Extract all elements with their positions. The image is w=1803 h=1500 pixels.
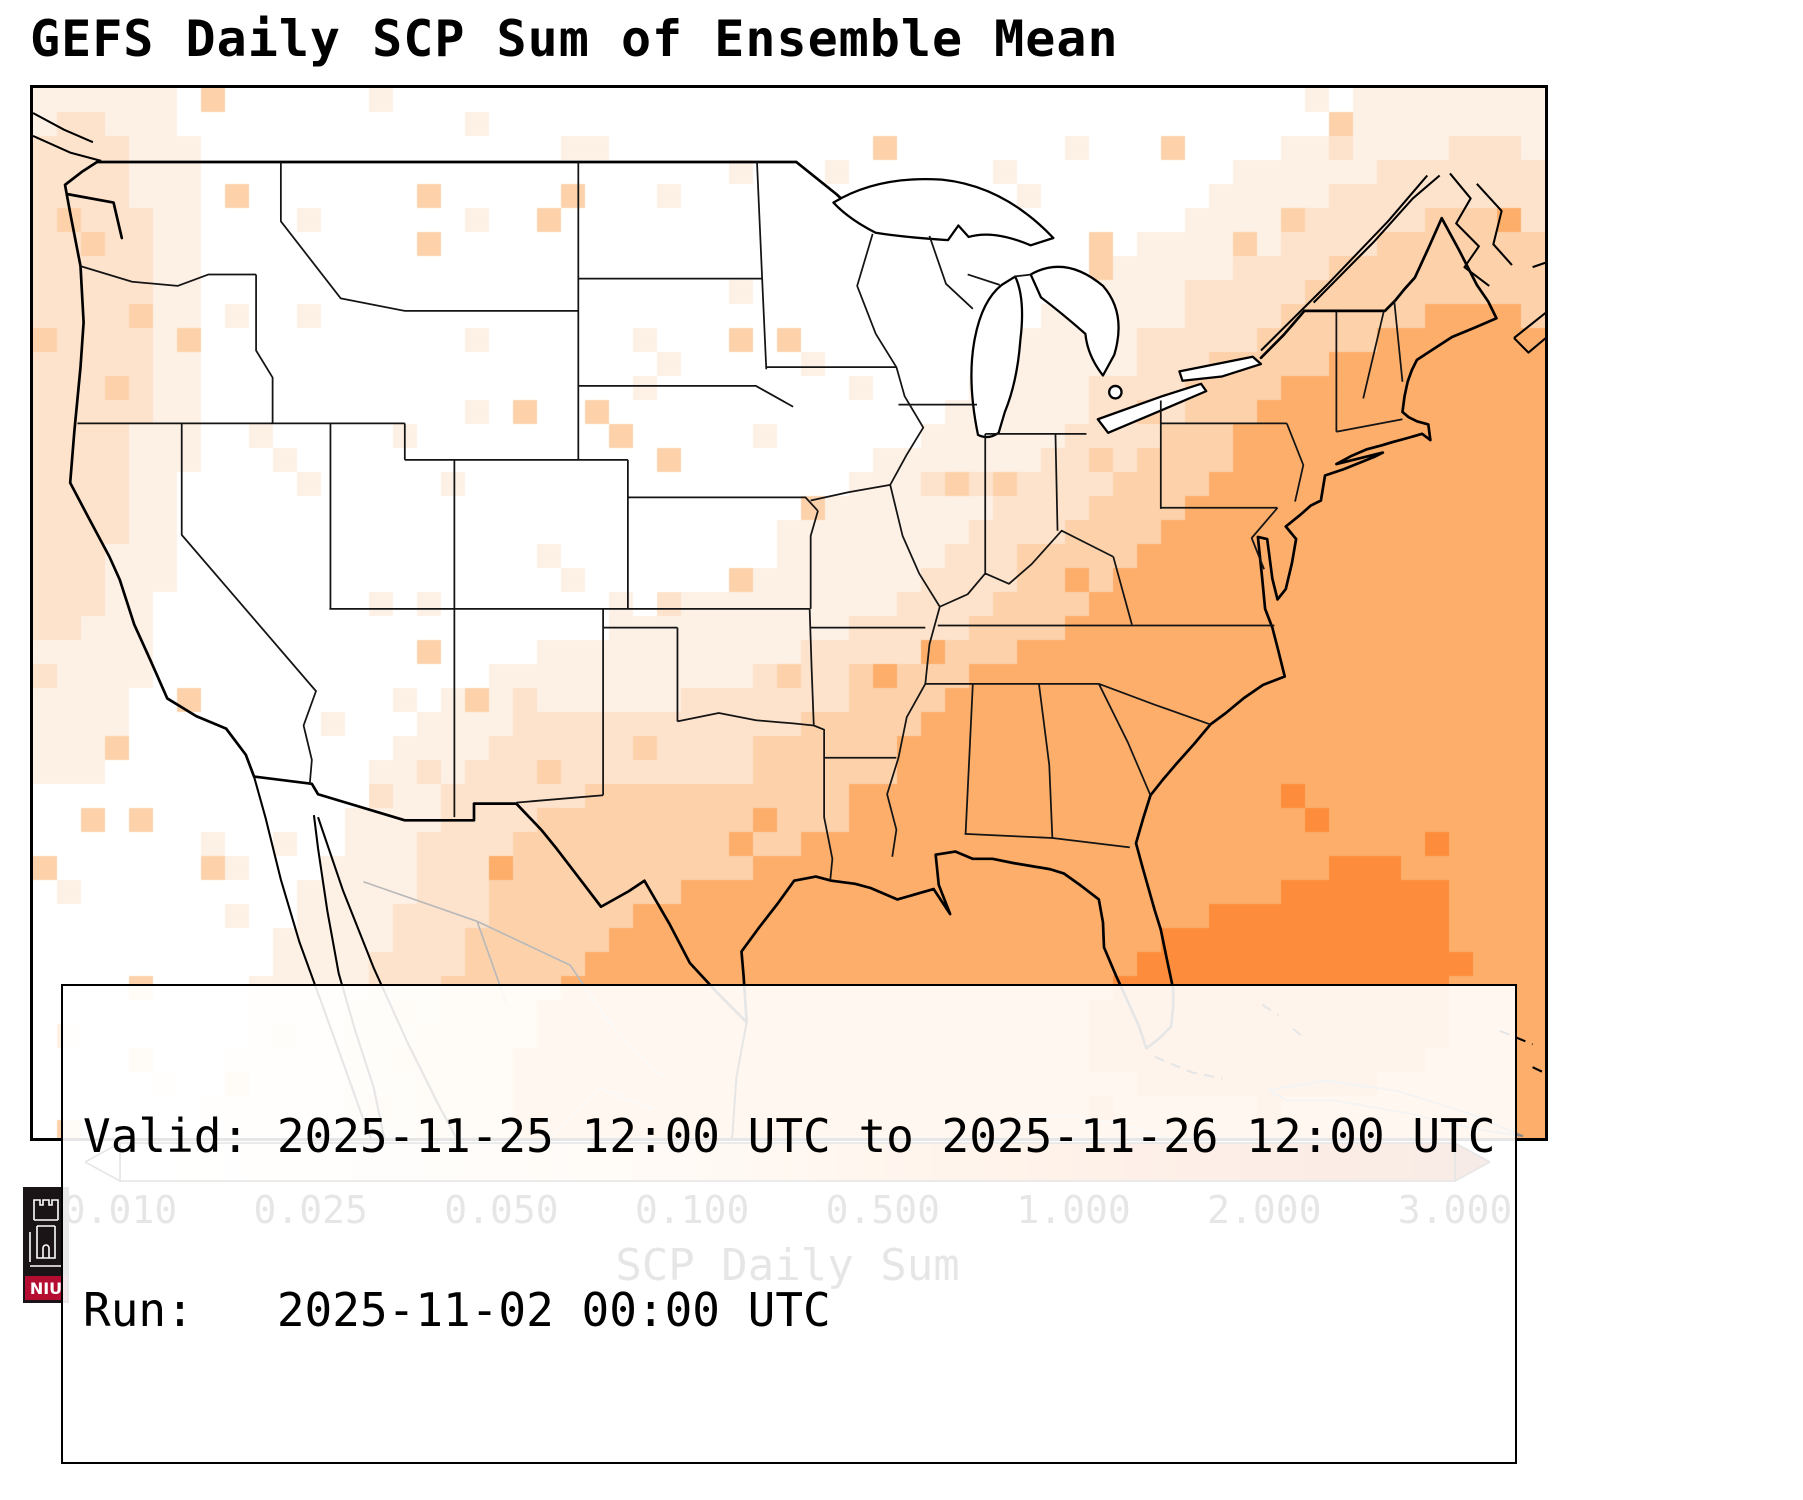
us-coastline	[63, 160, 1498, 1050]
niu-band	[25, 1276, 67, 1300]
canada-coastlines	[33, 112, 1545, 354]
valid-run-box: Valid: 2025-11-25 12:00 UTC to 2025-11-2…	[61, 984, 1518, 1464]
figure-title: GEFS Daily SCP Sum of Ensemble Mean	[30, 10, 1119, 68]
run-line: Run: 2025-11-02 00:00 UTC	[83, 1282, 831, 1337]
map-panel: Valid: 2025-11-25 12:00 UTC to 2025-11-2…	[30, 85, 1548, 1464]
mexico-coastline	[253, 776, 748, 1138]
scp-heatmap-canvas	[33, 88, 1545, 1138]
niu-text: NIU	[30, 1279, 62, 1298]
map-outlines	[33, 112, 1545, 1138]
valid-line: Valid: 2025-11-25 12:00 UTC to 2025-11-2…	[83, 1108, 1496, 1163]
state-boundaries	[77, 161, 1404, 880]
great-lakes	[832, 178, 1263, 439]
